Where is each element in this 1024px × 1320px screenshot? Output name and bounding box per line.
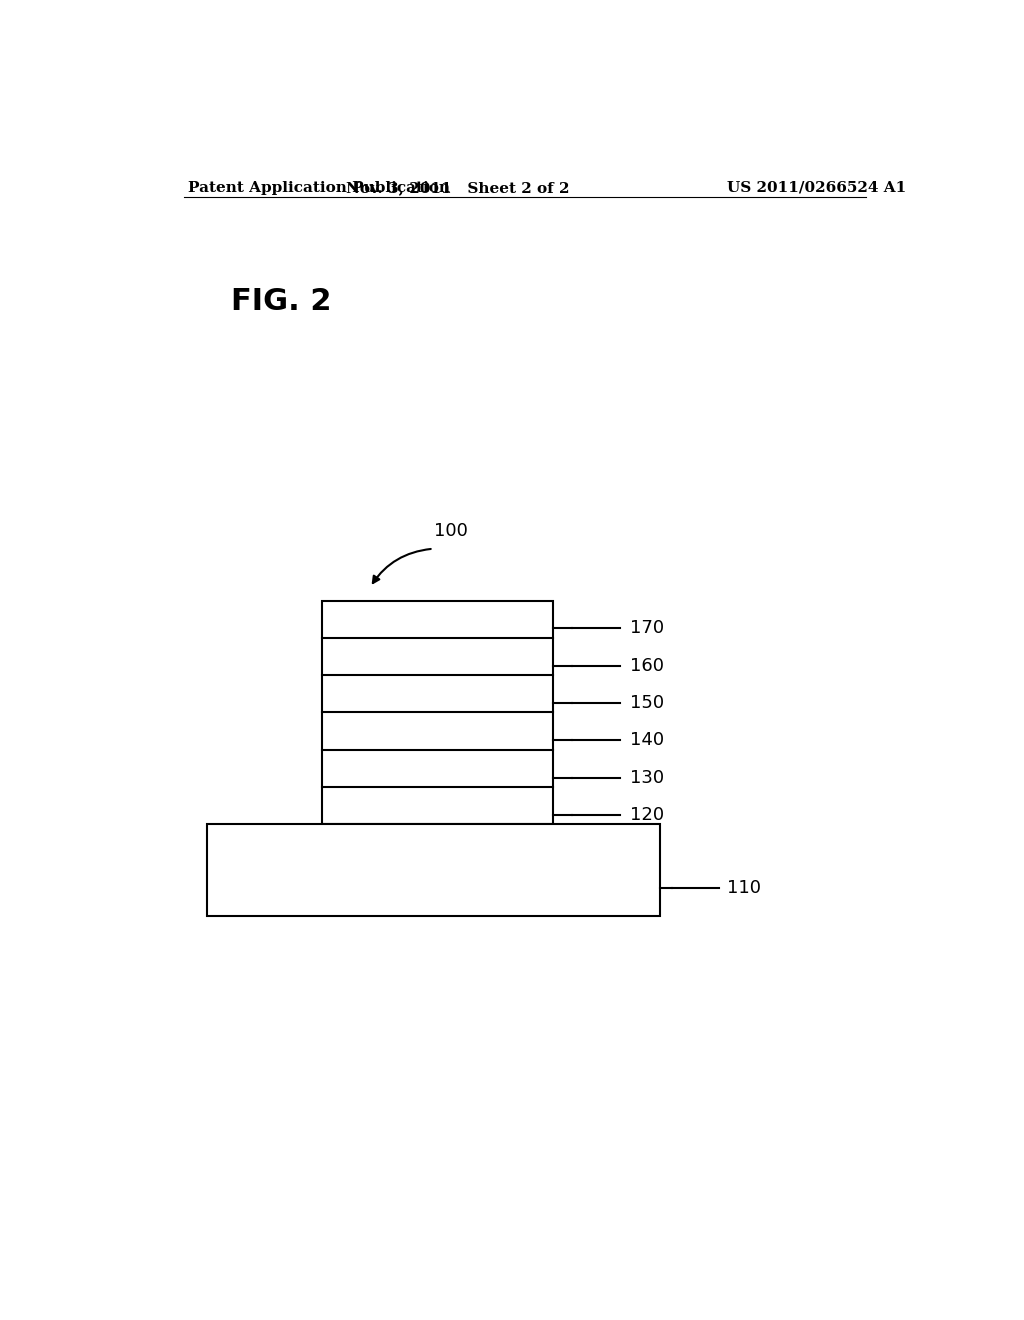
Text: 150: 150 bbox=[630, 694, 664, 711]
Text: 130: 130 bbox=[630, 768, 664, 787]
Text: Nov. 3, 2011   Sheet 2 of 2: Nov. 3, 2011 Sheet 2 of 2 bbox=[345, 181, 569, 195]
Text: Patent Application Publication: Patent Application Publication bbox=[187, 181, 450, 195]
Bar bbox=[207, 824, 659, 916]
Text: 160: 160 bbox=[630, 657, 664, 675]
Text: 140: 140 bbox=[630, 731, 664, 750]
Text: 170: 170 bbox=[630, 619, 664, 638]
Text: 100: 100 bbox=[433, 521, 467, 540]
Text: FIG. 2: FIG. 2 bbox=[231, 286, 332, 315]
Text: 110: 110 bbox=[727, 879, 761, 898]
Text: 120: 120 bbox=[630, 805, 664, 824]
Bar bbox=[323, 601, 553, 824]
Text: US 2011/0266524 A1: US 2011/0266524 A1 bbox=[727, 181, 906, 195]
